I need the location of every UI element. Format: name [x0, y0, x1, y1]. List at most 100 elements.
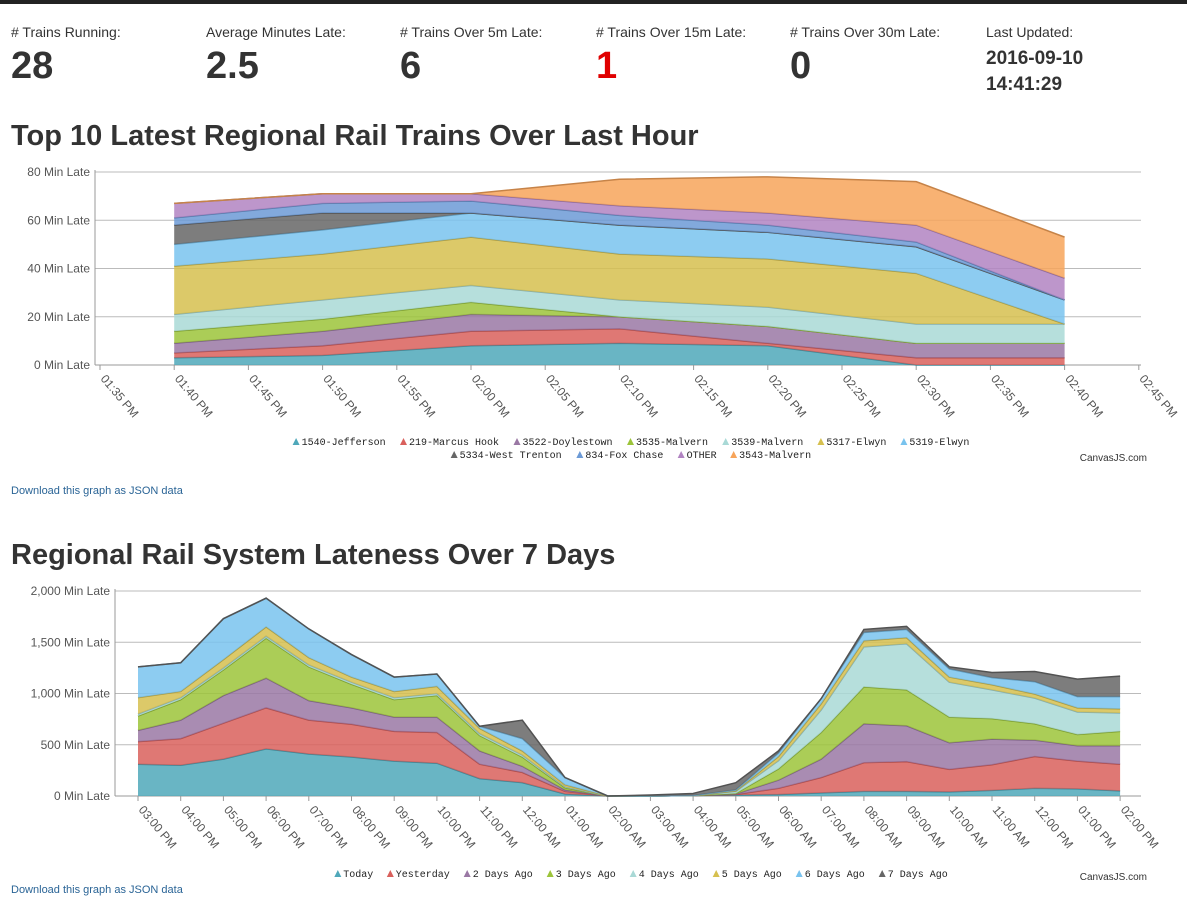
legend-marker: [795, 870, 803, 877]
last-updated-time: 14:41:29: [986, 74, 1063, 95]
x-tick-label: 02:15 PM: [691, 372, 735, 420]
legend-marker: [900, 438, 908, 445]
legend-marker: [386, 870, 394, 877]
legend-label: 6 Days Ago: [805, 870, 865, 881]
y-tick-label: 2,000 Min Late: [31, 584, 111, 598]
x-tick-label: 10:00 AM: [947, 803, 990, 851]
x-tick-label: 01:45 PM: [246, 372, 290, 420]
canvasjs-credit: CanvasJS.com: [1080, 453, 1147, 464]
legend-label: 7 Days Ago: [888, 870, 948, 881]
chart2-title: Regional Rail System Lateness Over 7 Day…: [11, 539, 616, 571]
x-tick-label: 02:40 PM: [1062, 372, 1106, 420]
legend-label: 5334-West Trenton: [460, 451, 562, 462]
area-2-days-ago: [138, 678, 1121, 796]
legend-label: 219-Marcus Hook: [409, 437, 499, 449]
legend-label: 3539-Malvern: [731, 437, 803, 449]
x-tick-label: 07:00 PM: [307, 803, 351, 851]
legend-label: Today: [343, 869, 373, 881]
x-tick-label: 09:00 PM: [392, 803, 436, 851]
x-tick-label: 03:00 PM: [136, 803, 180, 851]
legend-marker: [450, 451, 458, 458]
x-tick-label: 02:35 PM: [988, 372, 1032, 420]
y-tick-label: 0 Min Late: [54, 789, 110, 803]
x-tick-label: 02:05 PM: [543, 372, 587, 420]
stat-label: # Trains Over 30m Late:: [790, 24, 941, 40]
legend-marker: [730, 451, 738, 458]
stat-trains-over-15m: # Trains Over 15m Late: 1: [596, 24, 786, 86]
legend-label: 834-Fox Chase: [585, 450, 663, 462]
legend-label: 3543-Malvern: [739, 450, 811, 462]
legend-label: 5 Days Ago: [722, 870, 782, 881]
stat-value: 2.5: [206, 45, 259, 87]
legend-marker: [878, 870, 886, 877]
y-tick-label: 60 Min Late: [27, 213, 90, 227]
x-tick-label: 04:00 AM: [691, 803, 734, 851]
x-tick-label: 01:00 AM: [563, 803, 606, 851]
x-tick-label: 02:25 PM: [840, 372, 884, 420]
legend-marker: [292, 438, 300, 445]
area-7-days-ago-line: [137, 597, 1121, 797]
x-tick-label: 08:00 AM: [862, 803, 905, 851]
legend-marker: [627, 438, 634, 445]
x-tick-label: 01:00 PM: [1075, 803, 1119, 851]
area-1540-jefferson: [174, 343, 1065, 365]
y-tick-label: 40 Min Late: [27, 262, 90, 276]
chart-top10-trains: 0 Min Late 20 Min Late 40 Min Late 60 Min L…: [27, 165, 1181, 464]
legend-marker: [513, 438, 521, 445]
stat-label: # Trains Running:: [11, 24, 121, 40]
stat-label: Average Minutes Late:: [206, 24, 346, 40]
legend-marker: [722, 438, 730, 445]
x-tick-label: 07:00 AM: [819, 803, 862, 851]
stat-value: 6: [400, 45, 422, 87]
legend-label: 5317-Elwyn: [826, 437, 886, 449]
legend-label: 4 Days Ago: [639, 870, 699, 881]
stat-label: Last Updated:: [986, 24, 1074, 40]
legend-label: 3522-Doylestown: [523, 437, 613, 449]
legend-marker: [463, 870, 471, 877]
area-3539-malvern-line: [174, 284, 1065, 325]
legend-marker: [546, 870, 554, 877]
x-tick-label: 11:00 AM: [990, 803, 1033, 850]
stat-value: 1: [596, 45, 618, 87]
download-json-link-chart2[interactable]: Download this graph as JSON data: [11, 884, 183, 896]
x-tick-label: 09:00 AM: [904, 803, 947, 851]
x-tick-label: 05:00 AM: [734, 803, 777, 851]
area-other: [174, 193, 1065, 300]
x-tick-label: 03:00 AM: [648, 803, 691, 851]
chart1-title: Top 10 Latest Regional Rail Trains Over …: [11, 120, 699, 152]
x-tick-label: 02:00 PM: [1118, 803, 1162, 851]
area-3543-malvern: [174, 176, 1065, 279]
x-tick-label: 04:00 PM: [178, 803, 222, 851]
x-tick-label: 12:00 AM: [520, 803, 563, 851]
stat-trains-over-5m: # Trains Over 5m Late: 6: [400, 24, 590, 86]
legend-label: 5319-Elwyn: [909, 437, 969, 449]
y-tick-label: 80 Min Late: [27, 165, 90, 179]
y-tick-label: 500 Min Late: [41, 738, 111, 752]
stat-trains-running: # Trains Running: 28: [11, 24, 201, 86]
x-tick-label: 01:40 PM: [172, 372, 216, 420]
x-tick-label: 02:20 PM: [766, 372, 810, 420]
legend-marker: [334, 870, 342, 877]
legend-marker: [817, 438, 825, 445]
x-tick-label: 02:00 PM: [469, 372, 513, 420]
download-json-link-chart1[interactable]: Download this graph as JSON data: [11, 485, 183, 497]
x-tick-label: 10:00 PM: [435, 803, 479, 851]
y-tick-label: 0 Min Late: [34, 358, 90, 372]
stat-label: # Trains Over 15m Late:: [596, 24, 747, 40]
x-tick-label: 11:00 PM: [477, 803, 520, 851]
x-tick-label: 08:00 PM: [349, 803, 393, 851]
area-3535-malvern: [174, 302, 1065, 344]
last-updated-date: 2016-09-10: [986, 48, 1084, 69]
area-4-days-ago: [138, 636, 1121, 796]
canvasjs-credit: CanvasJS.com: [1080, 872, 1147, 883]
stat-label: # Trains Over 5m Late:: [400, 24, 543, 40]
legend-label: 1540-Jefferson: [302, 437, 386, 449]
area-5317-elwyn: [174, 237, 1065, 324]
area-3-days-ago: [138, 638, 1121, 796]
legend-label: OTHER: [687, 451, 717, 462]
x-tick-label: 02:00 AM: [605, 803, 648, 851]
area-219-marcus-hook: [174, 328, 1065, 365]
x-tick-label: 01:35 PM: [98, 372, 142, 420]
stat-value: 28: [11, 45, 54, 87]
x-tick-label: 02:45 PM: [1137, 372, 1181, 420]
